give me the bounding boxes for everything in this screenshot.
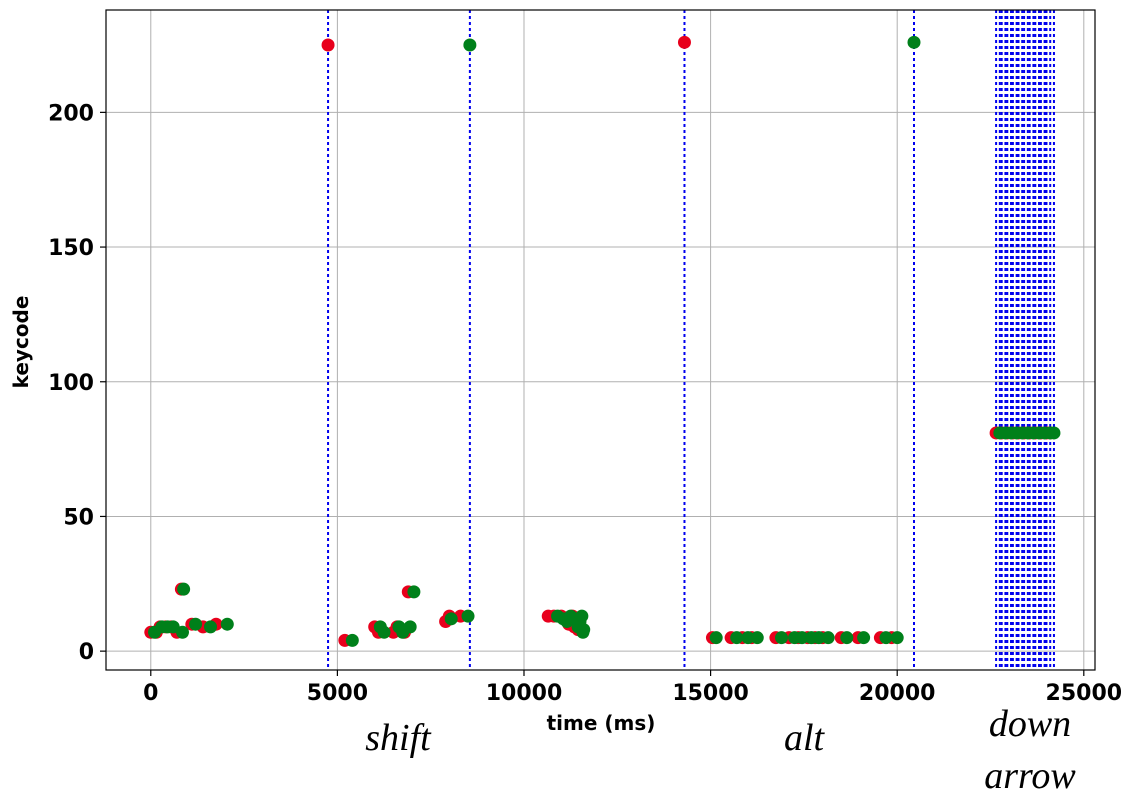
y-tick-label: 50 [63, 505, 94, 530]
y-tick-label: 0 [79, 640, 94, 665]
release-point [750, 631, 764, 645]
x-tick-label: 25000 [1046, 681, 1123, 706]
x-axis-ticks: 0 5000 10000 15000 20000 25000 [143, 670, 1122, 706]
release-point [220, 617, 234, 631]
y-axis-ticks: 0 50 100 150 200 [48, 101, 106, 665]
x-axis-label: time (ms) [547, 711, 656, 735]
press-point [321, 38, 335, 52]
annotation-alt: alt [784, 717, 826, 759]
release-point [203, 620, 217, 634]
y-tick-label: 150 [48, 236, 94, 261]
release-point [403, 620, 417, 634]
event-marker-lines [327, 10, 1055, 670]
x-tick-label: 10000 [486, 681, 563, 706]
x-tick-label: 15000 [672, 681, 749, 706]
release-point [840, 631, 854, 645]
y-tick-label: 200 [48, 101, 94, 126]
x-tick-label: 20000 [859, 681, 936, 706]
plot-frame [105, 9, 1096, 671]
release-point [1047, 426, 1061, 440]
release-point [907, 35, 921, 49]
release-point [821, 631, 835, 645]
release-point [177, 582, 191, 596]
annotation-arrow: arrow [984, 755, 1076, 794]
x-tick-label: 0 [143, 681, 158, 706]
y-tick-label: 100 [48, 371, 94, 396]
release-point [741, 631, 755, 645]
release-point [189, 617, 203, 631]
release-point [857, 631, 871, 645]
release-point [444, 612, 458, 626]
release-point [709, 631, 723, 645]
release-point [812, 631, 826, 645]
annotation-shift: shift [365, 717, 432, 759]
x-tick-label: 5000 [307, 681, 368, 706]
release-point [775, 631, 789, 645]
release-point [795, 631, 809, 645]
release-point [575, 609, 589, 623]
release-point [377, 625, 391, 639]
release-point [890, 631, 904, 645]
release-point [345, 633, 359, 647]
release-point [463, 38, 477, 52]
grid-lines [106, 10, 1095, 670]
release-point [577, 623, 591, 637]
data-points [144, 35, 1061, 647]
press-point [677, 35, 691, 49]
release-point [176, 625, 190, 639]
release-point [879, 631, 893, 645]
y-axis-label: keycode [9, 296, 33, 389]
release-point [730, 631, 744, 645]
annotation-down: down [989, 703, 1071, 745]
release-point [407, 585, 421, 599]
release-point [461, 609, 475, 623]
